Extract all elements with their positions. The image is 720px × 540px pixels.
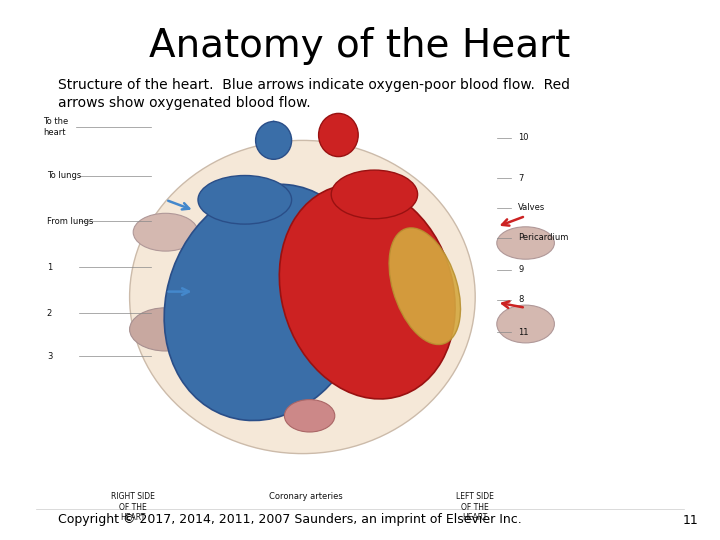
Text: arrows show oxygenated blood flow.: arrows show oxygenated blood flow.: [58, 96, 310, 110]
Text: 11: 11: [518, 328, 529, 336]
Text: To the
heart: To the heart: [43, 117, 68, 137]
Text: 2: 2: [47, 309, 52, 318]
Text: Valves: Valves: [518, 204, 546, 212]
Text: To lungs: To lungs: [47, 171, 81, 180]
Ellipse shape: [130, 308, 202, 351]
Text: Coronary arteries: Coronary arteries: [269, 492, 343, 502]
Ellipse shape: [164, 184, 369, 421]
Ellipse shape: [331, 170, 418, 219]
Text: Anatomy of the Heart: Anatomy of the Heart: [149, 27, 571, 65]
Ellipse shape: [279, 184, 455, 399]
Text: 9: 9: [518, 266, 523, 274]
Ellipse shape: [318, 113, 359, 157]
Text: From lungs: From lungs: [47, 217, 93, 226]
Text: RIGHT SIDE
OF THE
HEART: RIGHT SIDE OF THE HEART: [112, 492, 155, 522]
Text: Copyright © 2017, 2014, 2011, 2007 Saunders, an imprint of Elsevier Inc.: Copyright © 2017, 2014, 2011, 2007 Saund…: [58, 514, 521, 526]
Text: 1: 1: [47, 263, 52, 272]
Text: 8: 8: [518, 295, 523, 304]
Ellipse shape: [198, 176, 292, 224]
Ellipse shape: [256, 122, 292, 159]
Ellipse shape: [389, 228, 461, 345]
Text: LEFT SIDE
OF THE
HEART: LEFT SIDE OF THE HEART: [456, 492, 494, 522]
Ellipse shape: [497, 227, 554, 259]
Ellipse shape: [497, 305, 554, 343]
Text: Structure of the heart.  Blue arrows indicate oxygen-poor blood flow.  Red: Structure of the heart. Blue arrows indi…: [58, 78, 570, 92]
Text: 10: 10: [518, 133, 529, 142]
Ellipse shape: [284, 400, 335, 432]
Ellipse shape: [130, 140, 475, 454]
Text: 7: 7: [518, 174, 523, 183]
Text: Pericardium: Pericardium: [518, 233, 569, 242]
Text: 11: 11: [683, 514, 698, 526]
Text: 3: 3: [47, 352, 52, 361]
Ellipse shape: [133, 213, 198, 251]
